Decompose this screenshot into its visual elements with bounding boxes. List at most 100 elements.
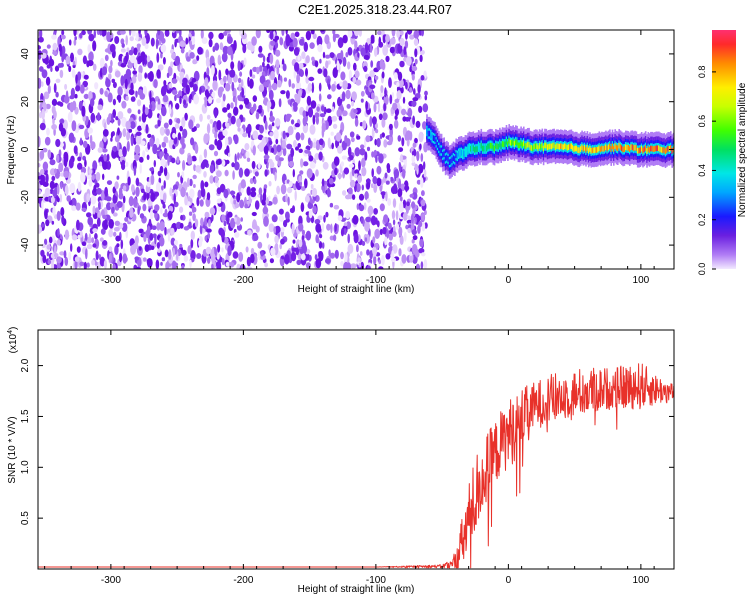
noise-speckle <box>125 120 131 130</box>
noise-speckle <box>311 56 315 62</box>
noise-speckle <box>60 127 66 137</box>
noise-speckle <box>102 129 109 137</box>
noise-speckle <box>293 104 298 112</box>
noise-speckle <box>239 104 244 110</box>
signal-band-cell <box>627 145 630 151</box>
noise-speckle <box>190 238 194 249</box>
noise-speckle <box>128 128 133 133</box>
noise-speckle <box>347 47 353 56</box>
noise-speckle <box>56 184 60 195</box>
noise-speckle <box>364 237 368 242</box>
noise-speckle <box>295 180 299 189</box>
noise-speckle <box>71 197 77 208</box>
noise-speckle <box>107 92 113 103</box>
noise-speckle <box>204 77 209 86</box>
noise-speckle <box>162 57 166 65</box>
noise-speckle <box>288 180 293 188</box>
noise-speckle <box>52 117 55 125</box>
noise-speckle <box>298 223 304 232</box>
noise-speckle <box>314 153 320 160</box>
noise-speckle <box>363 202 367 211</box>
noise-speckle <box>177 132 182 141</box>
signal-band-cell <box>561 143 563 150</box>
noise-speckle <box>278 208 284 215</box>
noise-speckle <box>161 141 167 148</box>
noise-speckle <box>388 229 393 235</box>
noise-speckle <box>371 92 375 100</box>
noise-speckle <box>188 119 194 130</box>
noise-speckle <box>47 84 51 94</box>
noise-speckle <box>91 237 95 244</box>
signal-band-cell <box>454 156 456 162</box>
noise-speckle <box>167 155 170 166</box>
noise-speckle <box>264 120 268 130</box>
noise-speckle <box>172 247 175 257</box>
noise-speckle <box>315 116 319 125</box>
noise-speckle <box>373 255 377 266</box>
noise-speckle <box>134 235 139 245</box>
signal-band-cell <box>546 144 549 151</box>
noise-speckle <box>110 59 113 67</box>
noise-speckle <box>154 191 160 197</box>
noise-speckle <box>65 55 71 65</box>
noise-speckle <box>234 202 240 209</box>
noise-speckle <box>244 196 247 206</box>
noise-speckle <box>154 204 160 212</box>
signal-band-cell <box>488 143 491 149</box>
noise-speckle <box>109 202 116 209</box>
noise-speckle <box>181 249 187 256</box>
noise-speckle <box>44 187 51 197</box>
noise-speckle <box>409 193 415 198</box>
noise-speckle <box>292 239 296 244</box>
noise-speckle <box>257 162 261 169</box>
noise-speckle <box>411 243 418 255</box>
noise-speckle <box>89 134 93 145</box>
signal-band-cell <box>436 142 439 148</box>
noise-speckle <box>382 112 388 121</box>
noise-speckle <box>183 226 190 231</box>
noise-speckle <box>204 216 208 227</box>
noise-speckle <box>233 134 239 145</box>
noise-speckle <box>83 93 89 100</box>
noise-speckle <box>183 99 187 106</box>
signal-band-cell <box>434 136 436 142</box>
noise-speckle <box>222 93 226 102</box>
noise-speckle <box>138 228 144 234</box>
noise-speckle <box>63 250 67 259</box>
noise-speckle <box>298 148 303 153</box>
noise-speckle <box>233 40 237 51</box>
noise-speckle <box>395 223 400 231</box>
noise-speckle <box>211 91 216 97</box>
noise-speckle <box>141 112 147 123</box>
noise-speckle <box>411 239 415 244</box>
noise-speckle <box>302 116 307 127</box>
noise-speckle <box>87 30 92 35</box>
noise-speckle <box>52 42 58 51</box>
noise-speckle <box>376 177 382 187</box>
noise-speckle <box>82 155 86 161</box>
noise-speckle <box>54 30 57 35</box>
noise-speckle <box>42 254 47 264</box>
signal-band-cell <box>668 146 671 152</box>
noise-speckle <box>305 262 311 269</box>
noise-speckle <box>348 163 355 168</box>
noise-speckle <box>247 229 252 236</box>
noise-speckle <box>399 30 404 36</box>
noise-speckle <box>398 226 403 237</box>
noise-speckle <box>412 235 418 241</box>
noise-speckle <box>360 144 365 149</box>
noise-speckle <box>125 95 129 102</box>
noise-speckle <box>166 72 170 78</box>
noise-speckle <box>98 201 101 211</box>
signal-band-cell <box>493 145 496 152</box>
noise-speckle <box>88 233 92 242</box>
signal-band-cell <box>519 142 521 149</box>
noise-speckle <box>209 164 215 174</box>
noise-speckle <box>405 206 409 214</box>
noise-speckle <box>92 160 98 171</box>
noise-speckle <box>326 223 331 231</box>
signal-band-cell <box>520 140 522 147</box>
noise-speckle <box>168 83 173 89</box>
noise-speckle <box>193 184 196 188</box>
noise-speckle <box>379 133 383 140</box>
